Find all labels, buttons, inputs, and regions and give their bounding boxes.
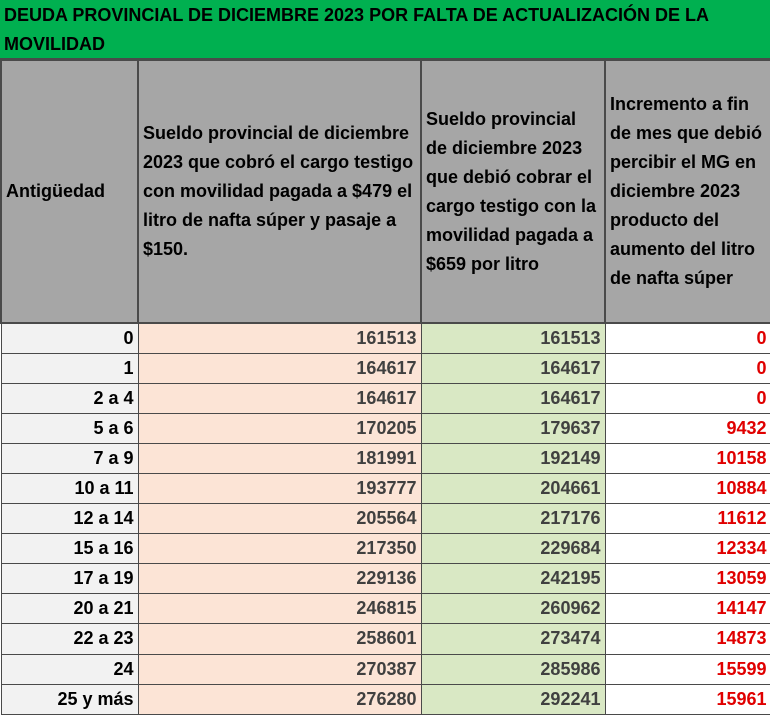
table-row: 15 a 16 217350 229684 12334 xyxy=(0,533,770,565)
header-antiguedad: Antigüedad xyxy=(0,59,139,324)
cell-antiguedad: 22 a 23 xyxy=(0,623,139,655)
sheet-title: DEUDA PROVINCIAL DE DICIEMBRE 2023 POR F… xyxy=(0,0,770,59)
cell-sueldo-debido: 285986 xyxy=(420,653,606,685)
cell-incremento: 14873 xyxy=(604,623,770,655)
header-row: Antigüedad Sueldo provincial de diciembr… xyxy=(0,59,770,324)
cell-antiguedad: 5 a 6 xyxy=(0,412,139,444)
cell-incremento: 12334 xyxy=(604,533,770,565)
cell-sueldo-debido: 192149 xyxy=(420,442,606,474)
cell-incremento: 15961 xyxy=(604,683,770,715)
table-row: 1 164617 164617 0 xyxy=(0,352,770,384)
cell-incremento: 0 xyxy=(604,352,770,384)
cell-sueldo-debido: 292241 xyxy=(420,683,606,715)
table-row: 20 a 21 246815 260962 14147 xyxy=(0,593,770,625)
table-row: 24 270387 285986 15599 xyxy=(0,653,770,685)
salary-table: Antigüedad Sueldo provincial de diciembr… xyxy=(0,59,770,715)
cell-sueldo-debido: 229684 xyxy=(420,533,606,565)
cell-incremento: 9432 xyxy=(604,412,770,444)
cell-incremento: 11612 xyxy=(604,503,770,535)
cell-antiguedad: 15 a 16 xyxy=(0,533,139,565)
cell-sueldo-cobrado: 205564 xyxy=(137,503,422,535)
cell-incremento: 10884 xyxy=(604,472,770,505)
cell-sueldo-cobrado: 217350 xyxy=(137,533,422,565)
cell-sueldo-debido: 164617 xyxy=(420,352,606,384)
header-incremento: Incremento a fin de mes que debió percib… xyxy=(604,59,770,324)
table-row: 22 a 23 258601 273474 14873 xyxy=(0,623,770,655)
cell-sueldo-debido: 217176 xyxy=(420,503,606,535)
cell-incremento: 0 xyxy=(604,382,770,414)
cell-incremento: 13059 xyxy=(604,563,770,595)
cell-sueldo-cobrado: 258601 xyxy=(137,623,422,655)
cell-antiguedad: 20 a 21 xyxy=(0,593,139,625)
cell-incremento: 15599 xyxy=(604,653,770,685)
cell-sueldo-cobrado: 276280 xyxy=(137,683,422,715)
cell-sueldo-debido: 164617 xyxy=(420,382,606,414)
cell-antiguedad: 24 xyxy=(0,653,139,685)
cell-incremento: 10158 xyxy=(604,442,770,474)
cell-sueldo-cobrado: 170205 xyxy=(137,412,422,444)
table-body: 0 161513 161513 0 1 164617 164617 0 2 a 4 164617 1… xyxy=(0,322,770,715)
cell-antiguedad: 10 a 11 xyxy=(0,472,139,505)
cell-incremento: 0 xyxy=(604,322,770,354)
cell-sueldo-cobrado: 229136 xyxy=(137,563,422,595)
cell-sueldo-debido: 260962 xyxy=(420,593,606,625)
cell-sueldo-cobrado: 164617 xyxy=(137,352,422,384)
cell-antiguedad: 1 xyxy=(0,352,139,384)
cell-incremento: 14147 xyxy=(604,593,770,625)
table-row: 17 a 19 229136 242195 13059 xyxy=(0,563,770,595)
cell-sueldo-cobrado: 164617 xyxy=(137,382,422,414)
cell-antiguedad: 0 xyxy=(0,322,139,354)
cell-sueldo-cobrado: 181991 xyxy=(137,442,422,474)
table-row: 0 161513 161513 0 xyxy=(0,322,770,354)
table-row: 25 y más 276280 292241 15961 xyxy=(0,683,770,715)
cell-antiguedad: 25 y más xyxy=(0,683,139,715)
cell-sueldo-cobrado: 270387 xyxy=(137,653,422,685)
header-sueldo-cobrado: Sueldo provincial de diciembre 2023 que … xyxy=(137,59,422,324)
cell-sueldo-debido: 161513 xyxy=(420,322,606,354)
table-row: 12 a 14 205564 217176 11612 xyxy=(0,503,770,535)
table-row: 5 a 6 170205 179637 9432 xyxy=(0,412,770,444)
cell-antiguedad: 17 a 19 xyxy=(0,563,139,595)
cell-sueldo-cobrado: 161513 xyxy=(137,322,422,354)
cell-antiguedad: 2 a 4 xyxy=(0,382,139,414)
cell-sueldo-cobrado: 193777 xyxy=(137,472,422,505)
table-row: 10 a 11 193777 204661 10884 xyxy=(0,472,770,505)
cell-sueldo-cobrado: 246815 xyxy=(137,593,422,625)
table-row: 7 a 9 181991 192149 10158 xyxy=(0,442,770,474)
cell-sueldo-debido: 242195 xyxy=(420,563,606,595)
table-row: 2 a 4 164617 164617 0 xyxy=(0,382,770,414)
cell-antiguedad: 12 a 14 xyxy=(0,503,139,535)
header-sueldo-debido: Sueldo provincial de diciembre 2023 que … xyxy=(420,59,606,324)
cell-antiguedad: 7 a 9 xyxy=(0,442,139,474)
cell-sueldo-debido: 204661 xyxy=(420,472,606,505)
cell-sueldo-debido: 179637 xyxy=(420,412,606,444)
cell-sueldo-debido: 273474 xyxy=(420,623,606,655)
